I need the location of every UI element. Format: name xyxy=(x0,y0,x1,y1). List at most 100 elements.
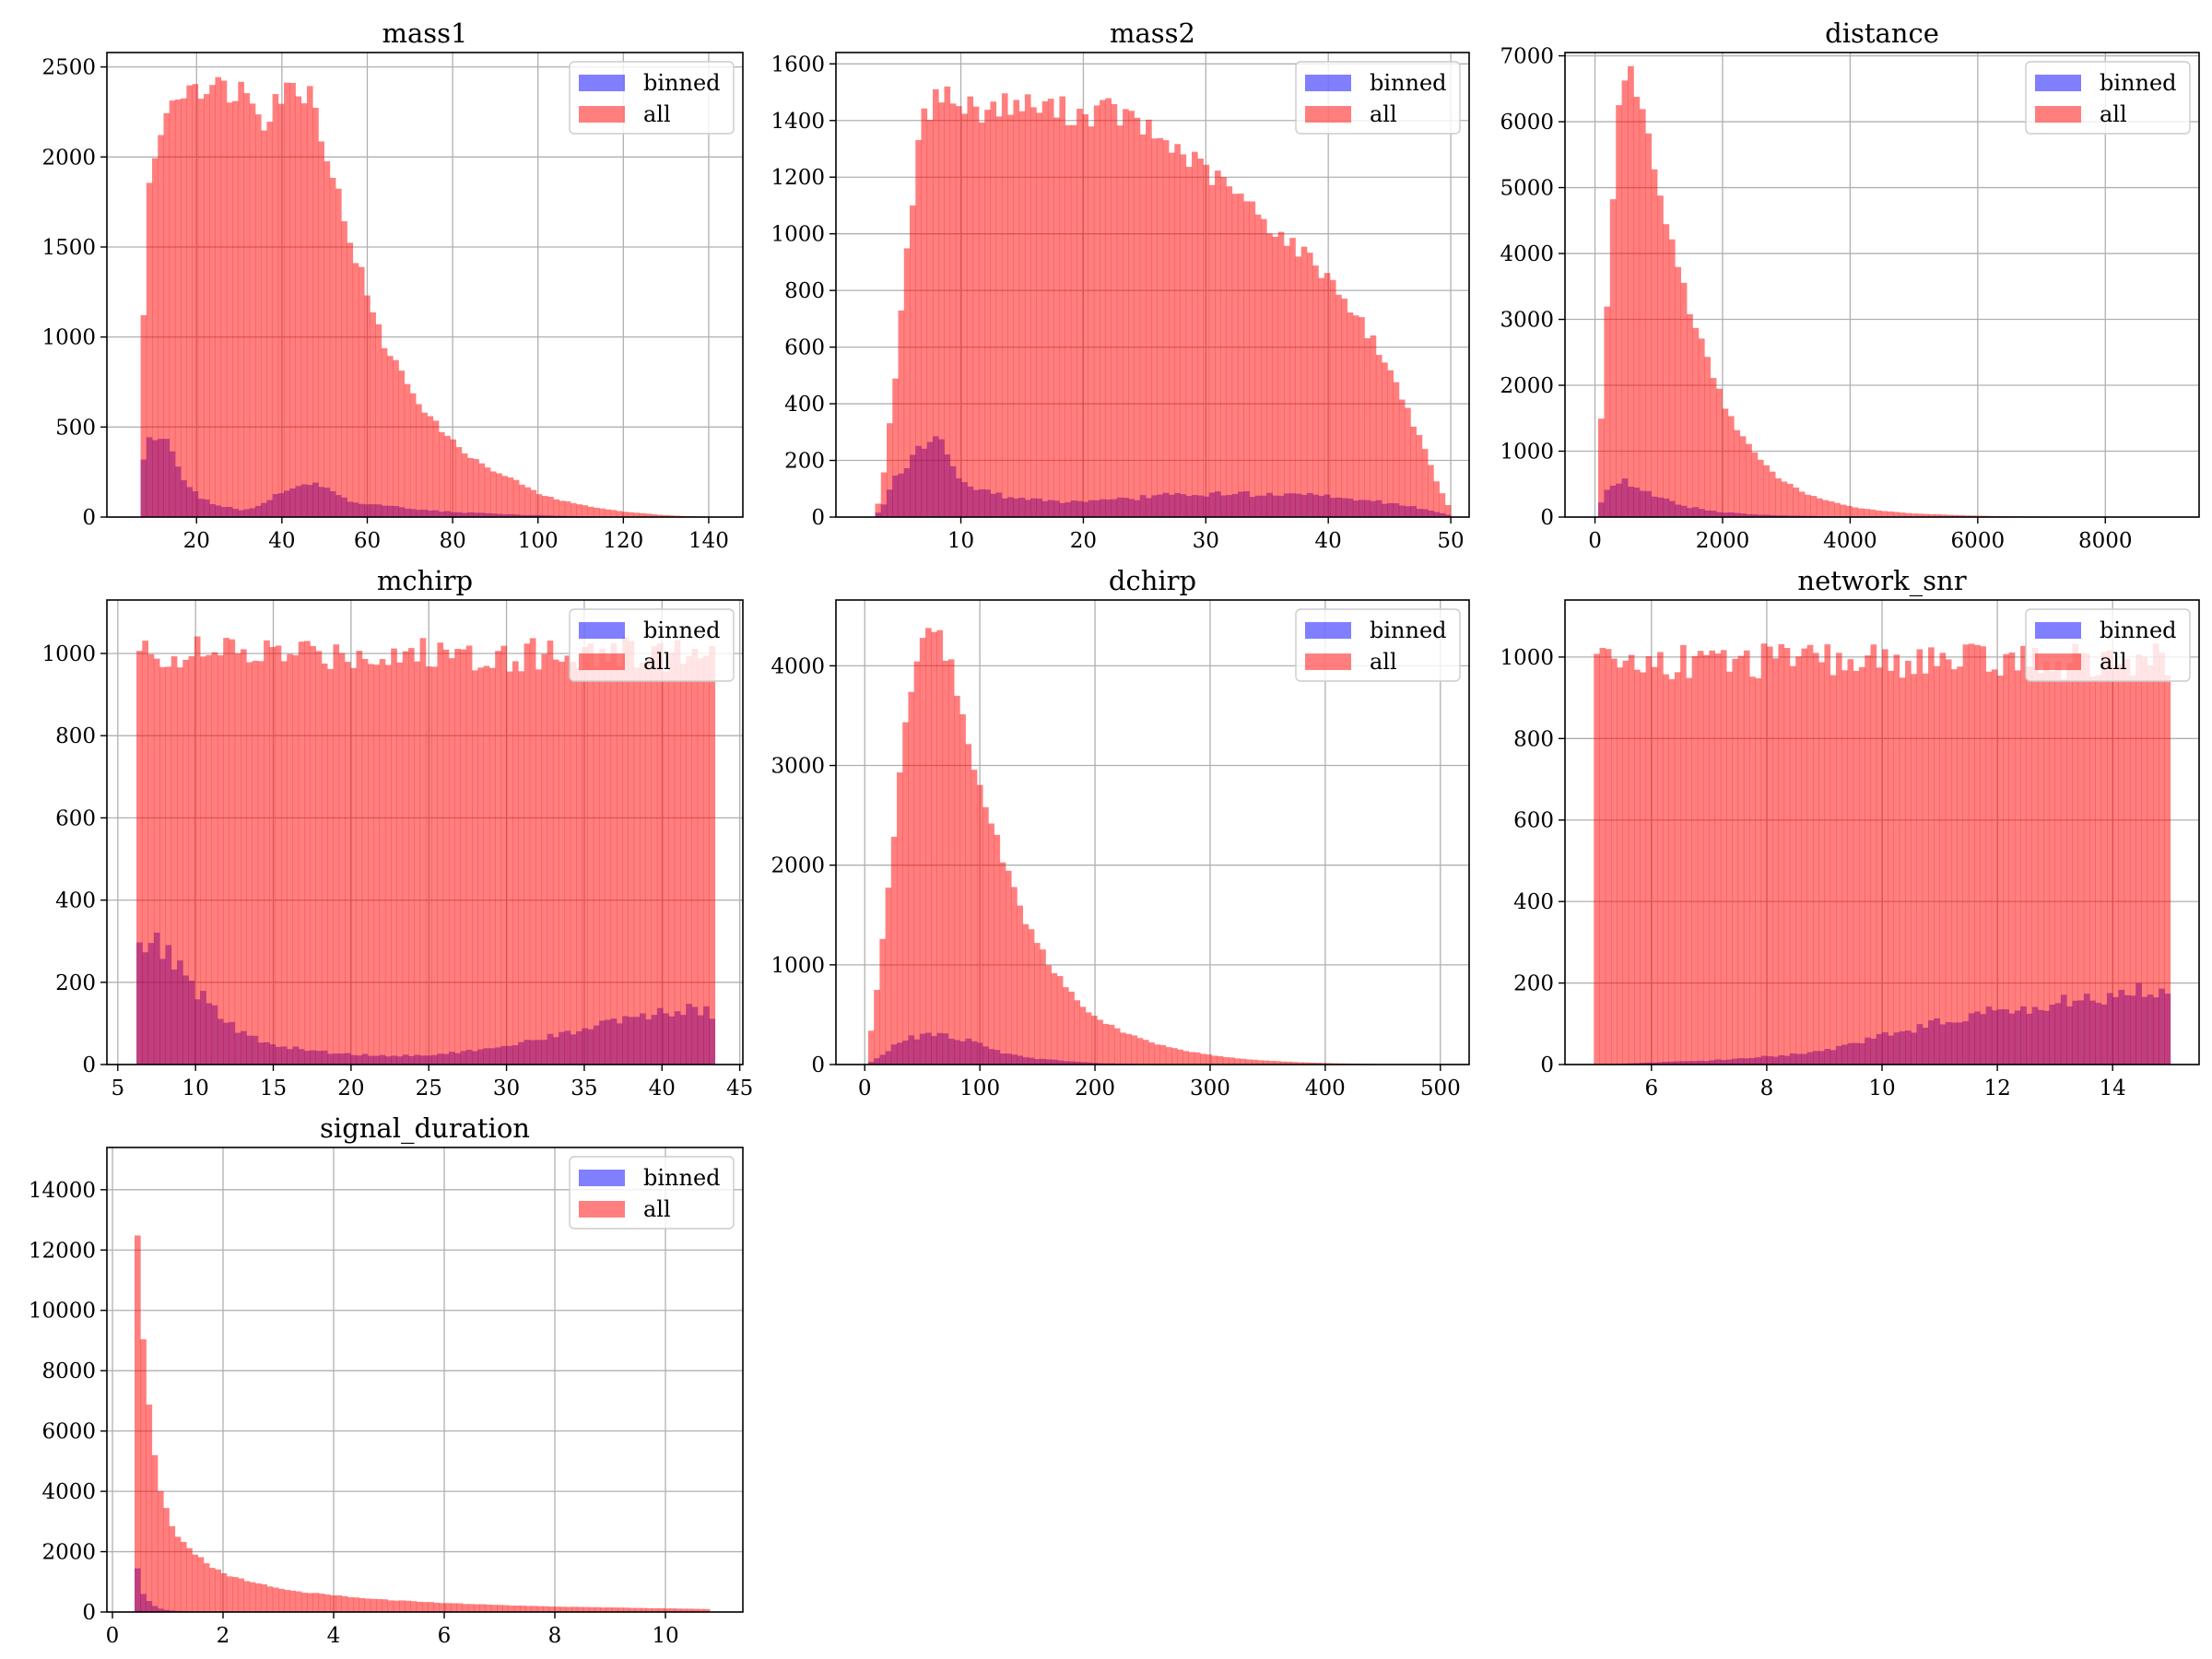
bar-all xyxy=(1297,1062,1304,1065)
y-tick-label: 800 xyxy=(55,724,96,748)
legend-swatch-binned xyxy=(2035,75,2081,91)
bar-all xyxy=(455,447,463,517)
y-tick-label: 0 xyxy=(811,506,825,530)
bar-all xyxy=(967,96,974,517)
bar-all xyxy=(874,990,880,1065)
bar-all xyxy=(474,1604,480,1612)
axes-frame xyxy=(835,599,1470,1065)
bar-all xyxy=(1088,126,1095,517)
bar-all xyxy=(1739,436,1747,517)
bar-all xyxy=(547,496,554,517)
axes-frame xyxy=(835,52,1470,518)
bar-all xyxy=(984,110,991,517)
bar-all xyxy=(1968,643,1975,1065)
bar-all xyxy=(548,1606,555,1612)
bar-all xyxy=(165,666,172,1065)
bar-all xyxy=(1283,245,1290,517)
legend-label-binned: binned xyxy=(643,1165,721,1191)
bar-all xyxy=(949,103,957,517)
bar-all xyxy=(206,654,213,1065)
bar-all xyxy=(140,1339,147,1612)
bar-all xyxy=(489,471,497,517)
bar-all xyxy=(1041,100,1049,517)
bar-all xyxy=(318,141,325,517)
bar-all xyxy=(1146,119,1152,517)
x-tick-label: 15 xyxy=(260,1077,287,1100)
bar-all xyxy=(192,1554,199,1612)
bar-all xyxy=(255,1583,262,1612)
bar-all xyxy=(629,1607,636,1612)
bar-all xyxy=(2136,653,2142,1065)
y-tick-label: 0 xyxy=(82,506,96,530)
bar-all xyxy=(180,1541,187,1612)
bar-all xyxy=(1393,382,1400,517)
y-tick-label: 600 xyxy=(55,806,96,830)
bar-all xyxy=(398,371,406,517)
bar-all xyxy=(1382,362,1388,517)
bar-all xyxy=(1308,1062,1315,1065)
y-tick-label: 800 xyxy=(1513,727,1554,751)
bar-all xyxy=(1818,662,1825,1065)
bar-all xyxy=(1056,976,1064,1065)
bar-all xyxy=(938,102,945,517)
bar-all xyxy=(954,695,960,1065)
bar-all xyxy=(1778,643,1785,1065)
bar-all xyxy=(606,1606,613,1612)
bar-all xyxy=(1116,125,1124,517)
bar-all xyxy=(1171,1048,1178,1065)
bar-all xyxy=(1375,355,1382,517)
histogram-bars xyxy=(140,76,714,517)
axes-frame xyxy=(106,1147,744,1613)
bar-all xyxy=(1875,510,1882,517)
bar-all xyxy=(1757,459,1764,517)
axes-frame xyxy=(106,52,744,518)
bar-all xyxy=(616,511,623,517)
bar-all xyxy=(936,629,944,1065)
bar-all xyxy=(518,671,524,1065)
y-tick-label: 1000 xyxy=(771,954,825,978)
bar-all xyxy=(535,494,543,517)
bar-all xyxy=(651,513,657,517)
bar-all xyxy=(628,641,635,1065)
y-tick-label: 4000 xyxy=(771,654,825,678)
bar-all xyxy=(402,651,409,1065)
bar-all xyxy=(1816,498,1823,517)
bar-all xyxy=(541,653,548,1065)
bar-all xyxy=(605,660,612,1065)
bar-all xyxy=(508,1606,515,1612)
bar-all xyxy=(287,653,293,1065)
legend-swatch-binned xyxy=(1305,75,1351,91)
bar-all xyxy=(416,404,422,517)
bar-all xyxy=(410,1601,418,1612)
bar-all xyxy=(1286,1061,1292,1065)
legend-label-all: all xyxy=(643,1196,671,1222)
bar-all xyxy=(644,513,652,517)
bar-all xyxy=(450,439,457,517)
x-tick-label: 400 xyxy=(1305,1077,1346,1100)
bar-all xyxy=(153,658,160,1065)
bar-all xyxy=(1254,214,1262,517)
bar-all xyxy=(419,638,427,1065)
bar-all xyxy=(182,659,189,1065)
bar-all xyxy=(703,655,710,1065)
bar-all xyxy=(1628,654,1635,1065)
bar-all xyxy=(2124,659,2131,1065)
bar-all xyxy=(2164,675,2171,1065)
bar-all xyxy=(1957,666,1963,1065)
bar-all xyxy=(1714,653,1722,1065)
y-tick-label: 1000 xyxy=(41,642,96,666)
bar-all xyxy=(465,645,473,1065)
bar-all xyxy=(501,476,509,517)
bar-all xyxy=(146,1404,153,1612)
bar-all xyxy=(531,1606,538,1612)
bar-all xyxy=(1621,80,1629,517)
bar-all xyxy=(408,648,415,1065)
legend-swatch-binned xyxy=(579,1170,625,1186)
bar-all xyxy=(1320,1063,1327,1065)
bar-all xyxy=(513,1605,521,1612)
bar-all xyxy=(284,1590,290,1612)
bar-all xyxy=(232,1577,239,1612)
bar-all xyxy=(200,656,206,1065)
x-tick-label: 40 xyxy=(1315,529,1342,553)
legend-swatch-all xyxy=(2035,106,2081,123)
